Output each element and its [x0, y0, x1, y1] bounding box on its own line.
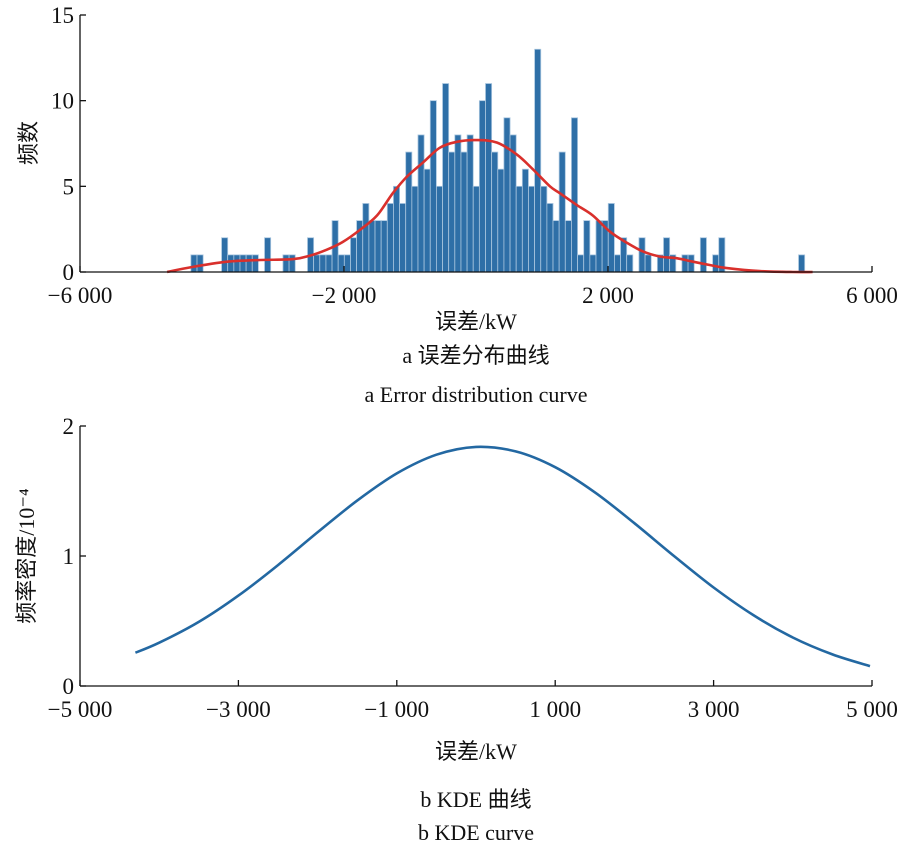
- histogram-bar: [423, 168, 431, 273]
- histogram-bar: [245, 254, 253, 273]
- histogram-bar: [393, 185, 400, 273]
- histogram-bar: [442, 83, 450, 273]
- x-axis-label: 误差/kW: [435, 309, 517, 334]
- x-tick-label: 6 000: [846, 283, 898, 308]
- histogram-bar: [681, 254, 689, 273]
- histogram-bar: [343, 254, 351, 273]
- x-tick-label: −3 000: [206, 697, 271, 722]
- histogram-bar: [472, 185, 480, 273]
- histogram-bar: [546, 203, 554, 273]
- histogram-bar: [251, 254, 259, 273]
- histogram-bar: [417, 134, 425, 273]
- x-tick-label: −6 000: [48, 283, 113, 308]
- y-tick-label: 5: [63, 174, 75, 199]
- histogram-bar: [564, 220, 572, 273]
- caption-en: b KDE curve: [418, 820, 534, 844]
- caption-en: a Error distribution curve: [365, 382, 588, 407]
- histogram-bar: [399, 203, 407, 273]
- histogram-bar: [460, 151, 468, 273]
- x-tick-label: 2 000: [582, 283, 634, 308]
- histogram-bar: [221, 237, 229, 273]
- x-tick-label: −1 000: [364, 697, 429, 722]
- y-tick-label: 15: [51, 3, 74, 28]
- histogram-bar: [429, 100, 437, 273]
- histogram-bar: [497, 168, 505, 273]
- histogram-bar: [190, 254, 198, 273]
- y-tick-label: 0: [63, 260, 75, 285]
- histogram-bar: [386, 203, 394, 273]
- histogram-bar: [454, 134, 462, 273]
- y-tick-label: 10: [51, 89, 74, 114]
- histogram-bar: [583, 220, 591, 273]
- histogram-bar: [607, 203, 615, 273]
- histogram-bar: [282, 254, 290, 273]
- histogram-bar: [571, 117, 578, 273]
- caption-cn: b KDE 曲线: [420, 787, 531, 812]
- kde-panel: −5 000 −3 000 −1 000 1 000 3 000 5 000 0 1 2 误差/…: [14, 414, 898, 844]
- histogram-bars: [190, 48, 806, 273]
- kde-curve: [134, 445, 871, 668]
- histogram-bar: [325, 254, 333, 273]
- histogram-bar: [233, 254, 241, 273]
- y-axis-label: 频数: [16, 121, 41, 165]
- caption-cn: a 误差分布曲线: [402, 343, 549, 368]
- histogram-bar: [540, 185, 548, 273]
- y-tick-label: 2: [63, 414, 75, 439]
- histogram-bar: [558, 151, 566, 273]
- x-tick-label: 1 000: [529, 697, 581, 722]
- histogram-bar: [534, 48, 542, 273]
- histogram-bar: [319, 254, 327, 273]
- histogram-bar: [687, 254, 695, 273]
- histogram-bar: [712, 254, 720, 273]
- histogram-bar: [644, 254, 652, 273]
- x-tick-label: −5 000: [48, 697, 113, 722]
- histogram-bar: [589, 254, 597, 273]
- axis-ticks: −5 000 −3 000 −1 000 1 000 3 000 5 000 0 1 2: [48, 414, 898, 722]
- histogram-bar: [466, 134, 474, 273]
- histogram-bar: [528, 185, 536, 273]
- x-tick-label: 3 000: [688, 697, 740, 722]
- histogram-bar: [614, 254, 621, 273]
- x-tick-label: 5 000: [846, 697, 898, 722]
- histogram-bar: [313, 254, 321, 273]
- y-axis-label: 频率密度/10⁻⁴: [14, 488, 39, 624]
- histogram-bar: [368, 220, 376, 273]
- histogram-bar: [362, 203, 370, 273]
- histogram-bar: [663, 237, 671, 273]
- histogram-bar: [509, 134, 517, 273]
- histogram-bar: [485, 83, 493, 273]
- histogram-bar: [448, 151, 456, 273]
- histogram-bar: [638, 237, 646, 273]
- histogram-bar: [521, 168, 529, 273]
- histogram-bar: [491, 151, 499, 273]
- histogram-bar: [478, 100, 486, 273]
- y-tick-label: 0: [63, 674, 75, 699]
- histogram-bar: [577, 254, 585, 273]
- histogram-bar: [503, 117, 511, 273]
- histogram-bar: [374, 220, 382, 273]
- histogram-bar: [239, 254, 247, 273]
- histogram-bar: [350, 237, 358, 273]
- fit-curve: [166, 138, 813, 274]
- histogram-bar: [515, 185, 523, 273]
- histogram-bar: [435, 185, 443, 273]
- histogram-bar: [380, 220, 388, 273]
- histogram-bar: [227, 254, 235, 273]
- histogram-bar: [264, 237, 272, 273]
- histogram-bar: [595, 220, 603, 273]
- histogram-bar: [411, 185, 419, 273]
- y-tick-label: 1: [63, 544, 75, 569]
- axis-ticks: −6 000 −2 000 2 000 6 000 0 5 10 15: [48, 3, 898, 308]
- histogram-bar: [288, 254, 296, 273]
- histogram-bar: [196, 254, 204, 273]
- histogram-bar: [699, 237, 707, 273]
- histogram-bar: [626, 254, 634, 273]
- histogram-bar: [798, 254, 806, 273]
- x-axis-label: 误差/kW: [435, 739, 517, 764]
- histogram-panel: −6 000 −2 000 2 000 6 000 0 5 10 15 误差/kW 频数 a …: [16, 3, 898, 407]
- histogram-bar: [552, 220, 560, 273]
- histogram-bar: [405, 151, 413, 273]
- x-tick-label: −2 000: [312, 283, 377, 308]
